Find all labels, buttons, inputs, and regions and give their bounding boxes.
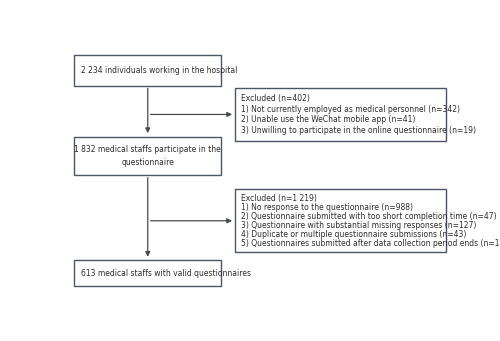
FancyBboxPatch shape	[74, 55, 222, 86]
Text: 1 832 medical staffs participate in the
questionnaire: 1 832 medical staffs participate in the …	[74, 145, 221, 166]
Text: 3) Questionnaire with substantial missing responses (n=127): 3) Questionnaire with substantial missin…	[241, 221, 476, 230]
FancyBboxPatch shape	[235, 88, 446, 141]
Text: 2) Questionnaire submitted with too short completion time (n=47): 2) Questionnaire submitted with too shor…	[241, 212, 496, 221]
Text: Excluded (n=402): Excluded (n=402)	[241, 94, 310, 103]
Text: 4) Duplicate or multiple questionnaire submissions (n=43): 4) Duplicate or multiple questionnaire s…	[241, 230, 466, 239]
Text: 613 medical staffs with valid questionnaires: 613 medical staffs with valid questionna…	[81, 269, 251, 278]
Text: 5) Questionnaires submitted after data collection period ends (n=14): 5) Questionnaires submitted after data c…	[241, 239, 500, 248]
Text: Excluded (n=1 219): Excluded (n=1 219)	[241, 194, 316, 203]
FancyBboxPatch shape	[235, 189, 446, 252]
FancyBboxPatch shape	[74, 137, 222, 175]
Text: 1) No response to the questionnaire (n=988): 1) No response to the questionnaire (n=9…	[241, 203, 413, 212]
Text: 1) Not currently employed as medical personnel (n=342): 1) Not currently employed as medical per…	[241, 105, 460, 114]
Text: 2 234 individuals working in the hospital: 2 234 individuals working in the hospita…	[81, 66, 237, 75]
Text: 2) Unable use the WeChat mobile app (n=41): 2) Unable use the WeChat mobile app (n=4…	[241, 115, 415, 124]
Text: 3) Unwilling to participate in the online questionnaire (n=19): 3) Unwilling to participate in the onlin…	[241, 126, 476, 135]
FancyBboxPatch shape	[74, 260, 222, 286]
